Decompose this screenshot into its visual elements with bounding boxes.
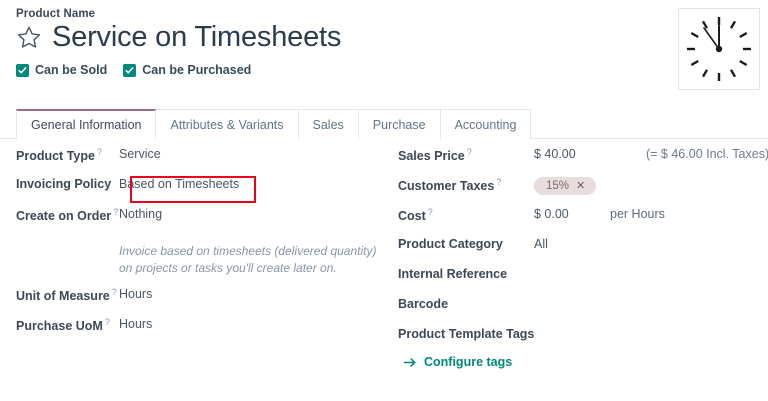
invoicing-policy-hint: Invoice based on timesheets (delivered q… bbox=[119, 244, 377, 276]
help-icon[interactable]: ? bbox=[466, 147, 472, 157]
field-product-template-tags: Product Template Tags bbox=[398, 325, 768, 355]
field-product-type: Product Type? Service bbox=[16, 145, 390, 175]
field-label-product-type: Product Type? bbox=[16, 145, 119, 163]
help-icon[interactable]: ? bbox=[104, 316, 110, 327]
field-create-on-order: Create on Order? Nothing bbox=[16, 205, 390, 235]
tab-attributes-variants[interactable]: Attributes & Variants bbox=[156, 109, 299, 139]
form-column-right: Sales Price? $ 40.00 (= $ 46.00 Incl. Ta… bbox=[398, 145, 768, 385]
tax-tag-label: 15% bbox=[546, 180, 570, 192]
tab-purchase[interactable]: Purchase bbox=[358, 109, 441, 139]
field-value-purchase-uom[interactable]: Hours bbox=[119, 316, 153, 331]
field-unit-of-measure: Unit of Measure? Hours bbox=[16, 285, 390, 315]
field-value-invoicing-policy[interactable]: Based on Timesheets bbox=[119, 177, 240, 191]
help-icon[interactable]: ? bbox=[427, 207, 433, 217]
field-value-unit-of-measure[interactable]: Hours bbox=[119, 286, 153, 301]
field-sales-price: Sales Price? $ 40.00 (= $ 46.00 Incl. Ta… bbox=[398, 145, 768, 175]
sales-price-incl-taxes: (= $ 46.00 Incl. Taxes) bbox=[646, 147, 768, 161]
checkbox-can-be-sold[interactable]: Can be Sold bbox=[16, 63, 107, 77]
spacer bbox=[16, 235, 390, 242]
label-text: Customer Taxes bbox=[398, 179, 495, 194]
field-value-customer-taxes: 15% ✕ bbox=[534, 175, 597, 195]
tab-bar: General Information Attributes & Variant… bbox=[0, 109, 768, 140]
checkbox-can-be-purchased[interactable]: Can be Purchased bbox=[123, 63, 251, 77]
tab-label: Purchase bbox=[372, 117, 426, 132]
checkmark-icon bbox=[16, 63, 29, 77]
page-title: Service on Timesheets bbox=[52, 21, 342, 53]
clock-icon bbox=[679, 9, 759, 89]
field-internal-reference: Internal Reference bbox=[398, 265, 768, 295]
field-label-barcode: Barcode bbox=[398, 297, 449, 311]
configure-tags-label: Configure tags bbox=[424, 355, 513, 369]
field-product-category: Product Category All bbox=[398, 235, 768, 265]
tab-general-information[interactable]: General Information bbox=[16, 109, 157, 140]
configure-tags-row: Configure tags bbox=[398, 355, 768, 385]
field-barcode: Barcode bbox=[398, 295, 768, 325]
field-invoicing-policy: Invoicing Policy Based on Timesheets bbox=[16, 175, 390, 205]
field-label-invoicing-policy: Invoicing Policy bbox=[16, 177, 112, 191]
label-text: Create on Order bbox=[16, 209, 112, 224]
field-label-cost: Cost? bbox=[398, 205, 534, 223]
checkbox-label-can-be-sold: Can be Sold bbox=[35, 63, 108, 78]
tab-sales[interactable]: Sales bbox=[298, 109, 359, 139]
field-label-sales-price: Sales Price? bbox=[398, 145, 534, 163]
field-value-cost[interactable]: $ 0.00 bbox=[534, 207, 569, 221]
field-label-unit-of-measure: Unit of Measure? bbox=[16, 285, 119, 303]
product-flags: Can be Sold Can be Purchased bbox=[16, 63, 666, 77]
field-customer-taxes: Customer Taxes? 15% ✕ bbox=[398, 175, 768, 205]
field-label-create-on-order: Create on Order? bbox=[16, 205, 119, 223]
form-header: Product Name Service on Timesheets Can b… bbox=[16, 8, 666, 77]
field-value-create-on-order[interactable]: Nothing bbox=[119, 207, 163, 221]
field-label-purchase-uom: Purchase UoM? bbox=[16, 315, 119, 333]
help-icon[interactable]: ? bbox=[496, 177, 502, 187]
product-image[interactable] bbox=[678, 8, 760, 90]
field-value-sales-price[interactable]: $ 40.00 bbox=[534, 147, 576, 161]
field-label-product-category: Product Category bbox=[398, 237, 503, 251]
title-row: Service on Timesheets bbox=[16, 21, 666, 53]
field-label-internal-reference: Internal Reference bbox=[398, 267, 508, 281]
checkbox-label-can-be-purchased: Can be Purchased bbox=[142, 63, 252, 78]
label-text: Sales Price bbox=[398, 149, 465, 164]
field-label-customer-taxes: Customer Taxes? bbox=[398, 175, 534, 193]
label-text: Unit of Measure bbox=[16, 288, 110, 303]
spacer bbox=[16, 278, 390, 285]
field-value-product-type[interactable]: Service bbox=[119, 147, 161, 161]
help-icon[interactable]: ? bbox=[96, 147, 102, 157]
tab-accounting[interactable]: Accounting bbox=[440, 109, 532, 139]
close-icon[interactable]: ✕ bbox=[576, 179, 586, 192]
tax-tag[interactable]: 15% ✕ bbox=[534, 177, 597, 195]
field-purchase-uom: Purchase UoM? Hours bbox=[16, 315, 390, 345]
tab-label: Attributes & Variants bbox=[170, 117, 284, 132]
product-name-label: Product Name bbox=[16, 8, 96, 20]
help-icon[interactable]: ? bbox=[113, 207, 119, 217]
configure-tags-link[interactable]: Configure tags bbox=[404, 355, 512, 369]
form-column-left: Product Type? Service Invoicing Policy B… bbox=[16, 145, 390, 345]
label-text: Cost bbox=[398, 209, 426, 224]
label-text: Product Type bbox=[16, 149, 95, 164]
star-outline-icon[interactable] bbox=[16, 24, 42, 50]
checkmark-icon bbox=[123, 63, 137, 77]
field-label-product-template-tags: Product Template Tags bbox=[398, 327, 535, 341]
tab-label: General Information bbox=[31, 118, 142, 132]
label-text: Purchase UoM bbox=[16, 318, 103, 333]
help-icon[interactable]: ? bbox=[111, 286, 117, 297]
cost-uom-suffix: per Hours bbox=[610, 207, 665, 221]
tab-label: Accounting bbox=[454, 117, 517, 132]
field-cost: Cost? $ 0.00 per Hours bbox=[398, 205, 768, 235]
field-value-product-category[interactable]: All bbox=[534, 237, 548, 251]
tab-label: Sales bbox=[312, 117, 344, 132]
arrow-right-icon bbox=[404, 357, 417, 368]
